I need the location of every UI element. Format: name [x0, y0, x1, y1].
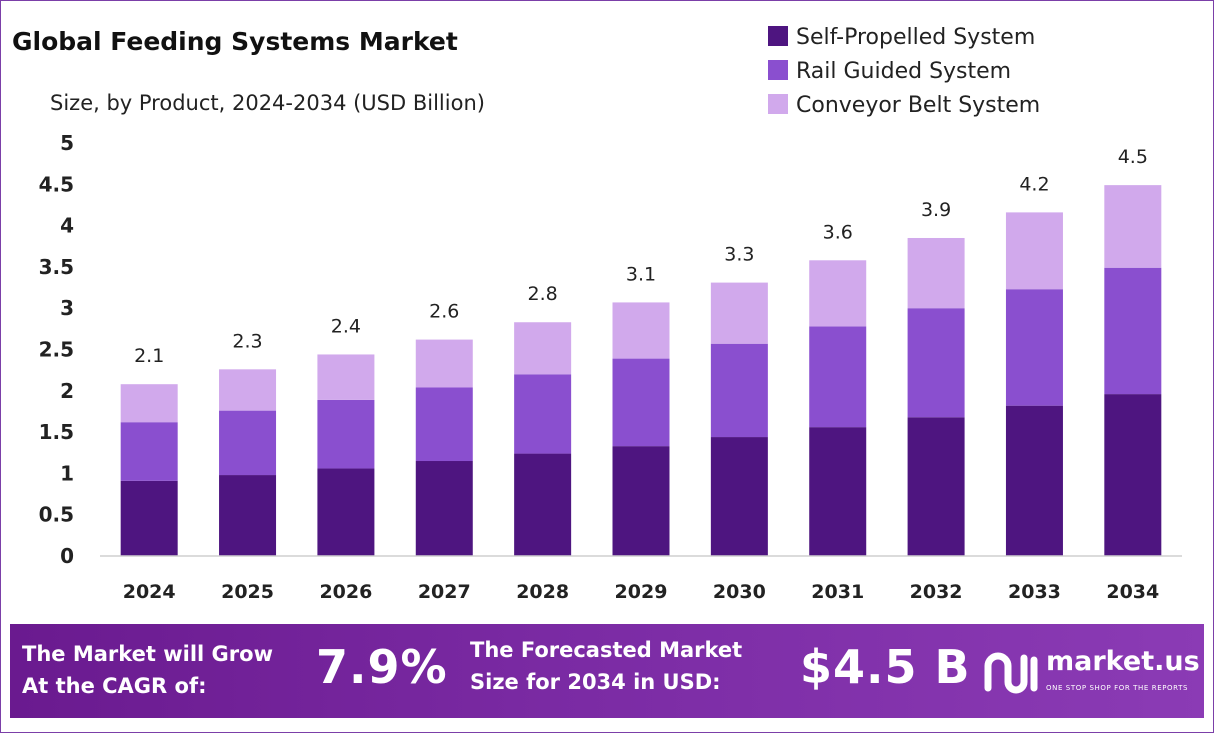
bar-2025-series-1 [219, 410, 277, 476]
y-tick-label: 0 [60, 544, 74, 568]
bar-2029-series-2 [612, 302, 670, 359]
chart-title: Global Feeding Systems Market [12, 27, 458, 56]
data-label-2030: 3.3 [724, 244, 754, 266]
bar-2031-series-2 [809, 260, 867, 327]
y-tick-label: 0.5 [39, 503, 74, 527]
cagr-value: 7.9% [316, 640, 448, 694]
data-label-2025: 2.3 [232, 330, 262, 352]
data-label-2032: 3.9 [921, 199, 951, 221]
x-tick-label: 2032 [910, 581, 963, 603]
bar-2033-series-0 [1005, 405, 1063, 556]
data-label-2026: 2.4 [331, 315, 361, 337]
bar-2033-series-1 [1005, 289, 1063, 406]
brand-tagline: ONE STOP SHOP FOR THE REPORTS [1046, 684, 1189, 692]
forecast-caption: The Forecasted Market Size for 2034 in U… [470, 638, 743, 694]
x-tick-label: 2030 [713, 581, 766, 603]
y-tick-label: 4 [60, 214, 74, 238]
y-tick-label: 2 [60, 379, 74, 403]
legend-label-1: Rail Guided System [796, 59, 1011, 84]
brand-name: market.us [1046, 646, 1200, 677]
data-label-2028: 2.8 [528, 283, 558, 305]
data-label-2031: 3.6 [823, 221, 853, 243]
bar-2027-series-0 [415, 461, 473, 556]
bar-2032-series-1 [907, 308, 965, 418]
cagr-caption: The Market will Grow At the CAGR of: [22, 642, 273, 698]
x-tick-label: 2028 [516, 581, 569, 603]
legend-swatch-1 [768, 60, 788, 80]
x-tick-label: 2024 [123, 581, 176, 603]
bar-2028-series-2 [514, 322, 572, 375]
bar-2029-series-1 [612, 358, 670, 447]
bar-2031-series-0 [809, 427, 867, 556]
bar-2026-series-0 [317, 468, 375, 556]
bar-2024-series-0 [120, 480, 178, 556]
y-tick-label: 5 [60, 131, 74, 155]
x-tick-label: 2025 [221, 581, 274, 603]
bar-2027-series-2 [415, 339, 473, 388]
bar-2034-series-2 [1104, 185, 1162, 268]
bar-2034-series-0 [1104, 394, 1162, 556]
legend-swatch-0 [768, 26, 788, 46]
y-axis: 0 0.5 1 1.5 2 2.5 3 3.5 4 4.5 5 [39, 131, 74, 568]
data-label-2033: 4.2 [1019, 173, 1049, 195]
bar-2024-series-2 [120, 384, 178, 423]
x-axis: 2024 2025 2026 2027 2028 2029 2030 2031 2032 2033… [100, 555, 1182, 603]
chart: Global Feeding Systems Market Size, by P… [12, 25, 1182, 603]
legend-swatch-2 [768, 94, 788, 114]
bar-2024-series-1 [120, 422, 178, 481]
x-tick-label: 2026 [319, 581, 372, 603]
legend-label-2: Conveyor Belt System [796, 93, 1040, 118]
data-label-2029: 3.1 [626, 263, 656, 285]
bar-2034-series-1 [1104, 267, 1162, 395]
bar-2027-series-1 [415, 387, 473, 462]
y-tick-label: 1 [60, 461, 74, 485]
bar-2031-series-1 [809, 326, 867, 428]
y-tick-label: 3 [60, 296, 74, 320]
data-label-2024: 2.1 [134, 345, 164, 367]
x-tick-label: 2033 [1008, 581, 1061, 603]
x-tick-label: 2027 [418, 581, 471, 603]
y-tick-label: 2.5 [39, 338, 74, 362]
x-tick-label: 2031 [811, 581, 864, 603]
legend: Self-Propelled System Rail Guided System C… [768, 25, 1040, 118]
data-label-2027: 2.6 [429, 301, 459, 323]
bar-2030-series-0 [710, 437, 768, 556]
bar-2025-series-0 [219, 475, 277, 556]
bar-2032-series-0 [907, 417, 965, 556]
forecast-value: $4.5 B [800, 640, 971, 694]
bar-2033-series-2 [1005, 212, 1063, 290]
data-label-2034: 4.5 [1118, 146, 1148, 168]
y-tick-label: 4.5 [39, 172, 74, 196]
bar-2026-series-2 [317, 354, 375, 400]
chart-subtitle: Size, by Product, 2024-2034 (USD Billion… [50, 91, 485, 115]
bar-2030-series-2 [710, 282, 768, 344]
legend-label-0: Self-Propelled System [796, 25, 1035, 50]
x-tick-label: 2034 [1106, 581, 1159, 603]
bar-2028-series-0 [514, 453, 572, 556]
footer-banner: The Market will Grow At the CAGR of: 7.9… [10, 624, 1204, 718]
bar-2028-series-1 [514, 374, 572, 454]
bar-2026-series-1 [317, 399, 375, 469]
brand-logo: market.us ONE STOP SHOP FOR THE REPORTS [980, 644, 1200, 704]
bar-2029-series-0 [612, 446, 670, 556]
bars: 2.1 2.3 2.4 2.6 2.8 3.1 3.3 3.6 3.9 4.2 4.5 [120, 146, 1162, 556]
bar-2030-series-1 [710, 343, 768, 438]
bar-2025-series-2 [219, 369, 277, 411]
bar-2032-series-2 [907, 237, 965, 309]
y-tick-label: 1.5 [39, 420, 74, 444]
x-tick-label: 2029 [615, 581, 668, 603]
market-us-logo-icon [984, 652, 1038, 694]
y-tick-label: 3.5 [39, 255, 74, 279]
